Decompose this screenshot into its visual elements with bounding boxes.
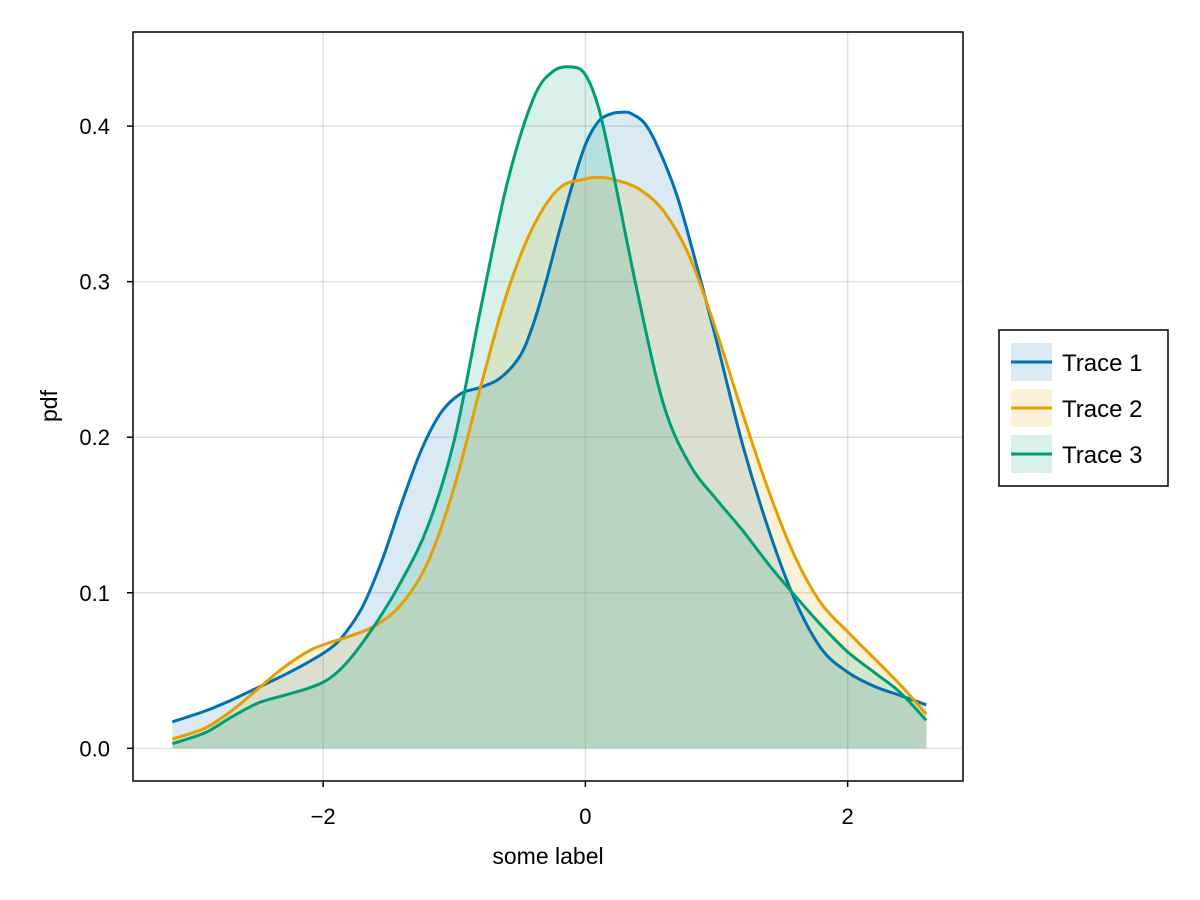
y-tick-label-3: 0.3 <box>79 270 110 295</box>
series-lines <box>171 65 928 746</box>
series-fill-1 <box>172 112 927 749</box>
legend-label-2: Trace 2 <box>1062 396 1142 423</box>
legend-label-3: Trace 3 <box>1062 442 1142 469</box>
x-tick-label-0: −2 <box>311 804 336 829</box>
grid-lines <box>133 32 963 781</box>
y-tick-label-4: 0.4 <box>79 114 110 139</box>
x-tick-label-2: 2 <box>841 804 853 829</box>
legend: Trace 1 Trace 2 Trace 3 <box>998 329 1169 487</box>
plot-frame <box>132 31 964 782</box>
series-fill-3 <box>172 66 927 749</box>
series-fill-2 <box>172 177 927 749</box>
y-tick-label-1: 0.1 <box>79 581 110 606</box>
legend-label-1: Trace 1 <box>1062 350 1142 377</box>
x-axis-label: some label <box>492 843 603 869</box>
series-fills <box>172 66 927 749</box>
axis-ticks: −2 0 2 0.0 0.1 0.2 0.3 0.4 <box>79 114 853 829</box>
series-line-1 <box>171 110 927 724</box>
y-tick-label-0: 0.0 <box>79 736 110 761</box>
series-line-3 <box>171 65 928 746</box>
y-axis-label: pdf <box>36 389 62 422</box>
x-tick-label-1: 0 <box>579 804 591 829</box>
series-line-2 <box>171 175 928 741</box>
y-tick-label-2: 0.2 <box>79 425 110 450</box>
